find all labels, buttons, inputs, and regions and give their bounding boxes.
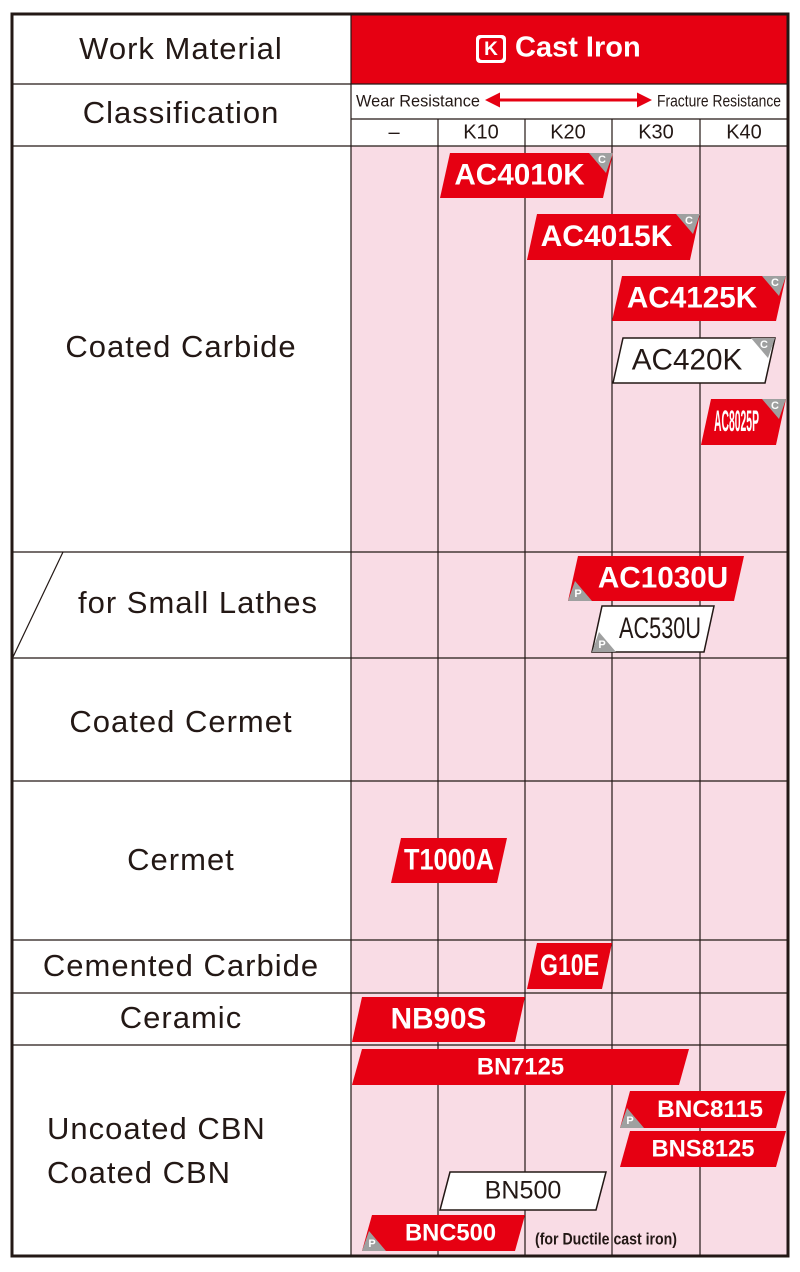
marker-c: [751, 338, 775, 358]
grade-name: AC8025P: [714, 405, 759, 438]
row-label: Ceramic: [120, 1000, 242, 1035]
column-label: –: [388, 121, 400, 143]
grade-name: BN500: [485, 1177, 562, 1205]
marker-p: [568, 581, 592, 601]
grade-name: AC4125K: [627, 281, 758, 314]
marker-text: P: [626, 1115, 633, 1127]
row-label: Cermet: [127, 842, 235, 877]
marker-text: C: [771, 277, 779, 289]
grade-badge: [527, 214, 700, 260]
marker-text: C: [685, 215, 693, 227]
grade-name: NB90S: [391, 1002, 487, 1035]
grade-name: AC530U: [619, 612, 701, 645]
grade-name: BNC500: [405, 1219, 496, 1246]
row-label: Uncoated CBN: [47, 1111, 266, 1146]
grade-badge: [612, 337, 776, 384]
marker-p: [592, 632, 616, 652]
grid: [12, 14, 788, 1256]
grade-name: AC1030U: [598, 561, 728, 594]
column-label: K40: [726, 121, 762, 143]
marker-text: C: [760, 339, 768, 351]
classification: Classification: [83, 95, 280, 130]
fracture-label: Fracture Resistance: [657, 91, 781, 110]
row-label: Coated CBN: [47, 1155, 231, 1190]
grade-badge: [620, 1091, 786, 1128]
grade-badge: [391, 838, 507, 883]
row-label: Cemented Carbide: [43, 948, 319, 983]
grade-badge: [612, 276, 786, 321]
marker-text: C: [598, 154, 606, 166]
grade-name: AC420K: [632, 343, 743, 376]
grade-badge: [440, 153, 613, 198]
work-material: Work Material: [79, 31, 283, 66]
row-label: Coated Carbide: [65, 329, 296, 364]
grade-badge: [439, 1171, 607, 1211]
grade-badge: [620, 1131, 786, 1167]
row-label: Coated Cermet: [69, 704, 292, 739]
column-label: K20: [550, 121, 586, 143]
grade-badge: [568, 556, 744, 601]
material: Cast Iron: [515, 32, 641, 64]
grade-badge: [701, 399, 786, 445]
outer-border: [10, 12, 790, 1258]
grade-name: AC4010K: [454, 158, 585, 191]
marker-c: [589, 153, 613, 173]
grade-badge: [591, 605, 715, 653]
marker-text: P: [598, 639, 605, 651]
marker-p: [362, 1231, 386, 1251]
grade-name: BN7125: [477, 1053, 564, 1080]
header-red: [351, 14, 788, 84]
wear-label: Wear Resistance: [356, 91, 480, 110]
iso-box-inner: [479, 38, 503, 60]
grade-badge: [527, 943, 612, 989]
column-label: K30: [638, 121, 674, 143]
grade-name: T1000A: [404, 843, 494, 876]
marker-text: P: [368, 1238, 375, 1250]
grade-name: G10E: [540, 949, 599, 982]
marker-text: P: [574, 588, 581, 600]
note: (for Ductile cast iron): [535, 1229, 677, 1248]
grade-name: BNC8115: [657, 1096, 763, 1123]
row-label: for Small Lathes: [78, 585, 318, 620]
marker-c: [762, 276, 786, 296]
grade-badge: [362, 1215, 525, 1251]
grade-badge: [352, 997, 525, 1042]
iso-key: K: [484, 39, 498, 60]
grade-name: BNS8125: [652, 1135, 755, 1162]
grade-badge: [352, 1049, 689, 1085]
marker-c: [676, 214, 700, 234]
column-label: K10: [463, 121, 499, 143]
marker-c: [762, 399, 786, 419]
marker-text: C: [771, 400, 779, 412]
grade-name: AC4015K: [541, 220, 673, 253]
marker-p: [620, 1108, 644, 1128]
